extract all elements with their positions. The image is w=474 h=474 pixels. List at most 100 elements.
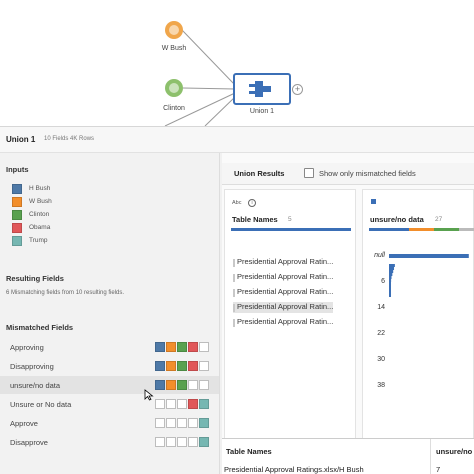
input-presence-cell[interactable] [188, 437, 198, 447]
grid-cell[interactable]: Presidential Approval Ratings.xlsx/H Bus… [224, 465, 364, 474]
field-value-text: Presidential Approval Ratin... [237, 257, 334, 266]
input-label: W Bush [29, 198, 52, 205]
input-presence-cell[interactable] [199, 380, 209, 390]
input-presence-cell[interactable] [188, 418, 198, 428]
histogram-bar[interactable] [389, 276, 392, 279]
input-presence-cell[interactable] [199, 418, 209, 428]
field-value-row[interactable]: Presidential Approval Ratin... [233, 302, 334, 313]
input-color-swatch [12, 184, 22, 194]
mismatched-field-row[interactable]: Unsure or No data [0, 395, 219, 413]
field-value-row[interactable]: Presidential Approval Ratin... [233, 317, 333, 328]
axis-tick-label: 14 [377, 304, 385, 311]
resulting-fields-description: 6 Mismatching fields from 10 resulting f… [6, 290, 125, 296]
value-bar [233, 289, 235, 297]
input-color-swatch [12, 197, 22, 207]
axis-tick-label: 22 [377, 330, 385, 337]
grid-header-table-names[interactable]: Table Names [226, 447, 272, 456]
mismatched-field-row[interactable]: unsure/no data [0, 376, 219, 394]
input-presence-cell[interactable] [188, 342, 198, 352]
node-icon [169, 25, 179, 35]
input-presence-cell[interactable] [155, 342, 165, 352]
string-type-icon[interactable]: Abc [232, 200, 242, 206]
input-presence-cell[interactable] [177, 380, 187, 390]
histogram-bar[interactable] [389, 264, 395, 267]
field-value-row[interactable]: Presidential Approval Ratin... [233, 257, 333, 268]
input-presence-cell[interactable] [199, 361, 209, 371]
grid-header-unsure-no-data[interactable]: unsure/no data [436, 447, 474, 456]
mismatched-field-row[interactable]: Disapprove [0, 433, 219, 451]
mismatched-field-label: unsure/no data [10, 381, 61, 390]
mismatched-field-row[interactable]: Approving [0, 338, 219, 356]
union-icon [249, 81, 271, 97]
input-presence-cell[interactable] [177, 418, 187, 428]
union-settings-panel: Inputs H Bush W Bush Clinton Obama Trump… [0, 153, 220, 474]
input-presence-cell[interactable] [155, 380, 165, 390]
axis-tick-label: 38 [377, 382, 385, 389]
field-value-text: Presidential Approval Ratin... [237, 317, 334, 326]
union-step-node[interactable] [233, 73, 291, 105]
input-presence-cell[interactable] [166, 399, 176, 409]
histogram-bar[interactable] [389, 279, 392, 282]
input-presence-cell[interactable] [177, 437, 187, 447]
input-presence-cell[interactable] [166, 342, 176, 352]
input-presence-cell[interactable] [199, 437, 209, 447]
histogram-bar[interactable] [389, 273, 393, 276]
input-presence-cell[interactable] [188, 380, 198, 390]
step-name: Union 1 [6, 135, 36, 144]
input-presence-cell[interactable] [155, 361, 165, 371]
field-value-row[interactable]: Presidential Approval Ratin... [233, 272, 333, 283]
input-presence-cell[interactable] [199, 399, 209, 409]
field-value-text: Presidential Approval Ratin... [237, 302, 334, 311]
flow-canvas[interactable]: W Bush Clinton Union 1 + [0, 0, 474, 126]
field-color-bar [231, 228, 351, 231]
input-presence-cell[interactable] [166, 418, 176, 428]
histogram-bar[interactable] [389, 282, 391, 285]
mismatched-field-row[interactable]: Approve [0, 414, 219, 432]
input-presence-cell[interactable] [188, 399, 198, 409]
add-step-icon[interactable]: + [292, 84, 303, 95]
histogram-bar[interactable] [389, 270, 394, 273]
info-icon[interactable]: i [248, 199, 256, 207]
input-presence-cell[interactable] [166, 361, 176, 371]
profile-pane: Union 1 10 Fields 4K Rows Inputs H Bush … [0, 126, 474, 474]
value-bar [233, 274, 235, 282]
input-color-swatch [12, 236, 22, 246]
mismatched-field-row[interactable]: Disapproving [0, 357, 219, 375]
input-presence-cell[interactable] [166, 437, 176, 447]
input-presence-cell[interactable] [177, 342, 187, 352]
field-name[interactable]: unsure/no data [370, 215, 424, 224]
input-presence-cell[interactable] [155, 418, 165, 428]
tab-union-results[interactable]: Union Results [234, 169, 285, 178]
histogram-bar[interactable] [389, 254, 469, 258]
table-names-profile-card[interactable]: Abc i Table Names 5 Presidential Approva… [224, 189, 356, 457]
unsure-no-data-profile-card[interactable]: unsure/no data 27 null 6 14 22 30 38 [362, 189, 474, 457]
show-mismatched-label[interactable]: Show only mismatched fields [319, 169, 416, 178]
grid-column-divider[interactable] [430, 439, 431, 474]
input-presence-cell[interactable] [177, 399, 187, 409]
axis-tick-label: null [374, 252, 385, 259]
field-distinct-count: 5 [288, 216, 292, 223]
grid-cell[interactable]: 7 [436, 465, 441, 474]
input-presence-cell[interactable] [166, 380, 176, 390]
show-mismatched-checkbox[interactable] [304, 168, 314, 178]
union-step-label: Union 1 [249, 108, 275, 115]
input-presence-cell[interactable] [188, 361, 198, 371]
flow-connectors [164, 29, 237, 126]
histogram-bar[interactable] [389, 285, 391, 288]
histogram-bar[interactable] [389, 288, 391, 291]
field-value-row[interactable]: Presidential Approval Ratin... [233, 287, 333, 298]
input-presence-cell[interactable] [155, 399, 165, 409]
histogram-bar[interactable] [389, 294, 391, 297]
value-histogram[interactable] [389, 244, 474, 414]
input-node-w-bush[interactable] [165, 21, 183, 39]
mismatched-field-label: Approving [10, 343, 44, 352]
field-name[interactable]: Table Names [232, 215, 278, 224]
histogram-bar[interactable] [389, 291, 391, 294]
input-presence-cell[interactable] [155, 437, 165, 447]
number-type-icon[interactable] [371, 199, 376, 204]
input-presence-cell[interactable] [199, 342, 209, 352]
input-node-clinton[interactable] [165, 79, 183, 97]
input-presence-cell[interactable] [177, 361, 187, 371]
data-grid[interactable]: Table Names unsure/no data Presidential … [222, 438, 474, 474]
histogram-bar[interactable] [389, 267, 395, 270]
